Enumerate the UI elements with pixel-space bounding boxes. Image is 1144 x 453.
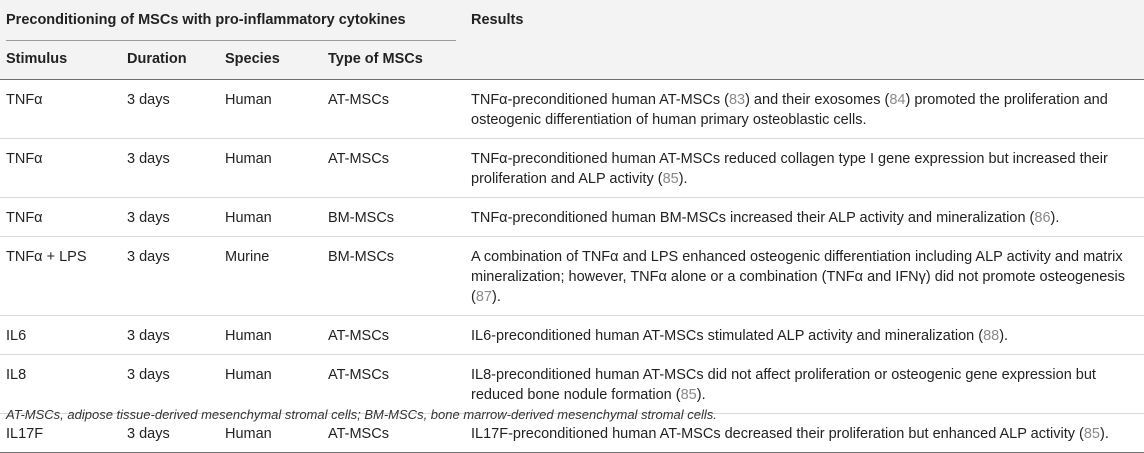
species-cell: Human (225, 315, 328, 355)
msc-type-cell: AT-MSCs (328, 354, 469, 414)
reference-link[interactable]: 88 (983, 327, 1000, 344)
table-row: TNFα 3 days Human AT-MSCs TNFα-preconditione… (0, 138, 1144, 198)
col-header-results-blank (469, 42, 1144, 79)
msc-type-cell: BM-MSCs (328, 236, 469, 316)
species-cell: Human (225, 138, 328, 198)
reference-link[interactable]: 85 (680, 386, 697, 403)
result-text: TNFα-preconditioned human AT-MSCs ( (471, 91, 729, 108)
results-header: Results (471, 12, 524, 28)
result-text: ). (999, 327, 1009, 344)
reference-link[interactable]: 85 (662, 170, 679, 187)
result-text: ) and their exosomes ( (745, 91, 890, 108)
duration-cell: 3 days (127, 138, 225, 198)
reference-link[interactable]: 83 (728, 91, 746, 108)
msc-type-cell: BM-MSCs (328, 197, 469, 237)
group-header-row: Preconditioning of MSCs with pro-inflamm… (0, 0, 1144, 42)
result-cell: TNFα-preconditioned human AT-MSCs reduce… (469, 138, 1144, 198)
result-text: IL8-preconditioned human AT-MSCs did not… (471, 366, 1096, 403)
stimulus-cell: TNFα (0, 197, 127, 237)
table-body: TNFα 3 days Human AT-MSCs TNFα-preconditione… (0, 79, 1144, 453)
table-row: IL8 3 days Human AT-MSCs IL8-preconditioned … (0, 354, 1144, 414)
result-text: TNFα-preconditioned human AT-MSCs reduce… (471, 150, 1108, 187)
duration-cell: 3 days (127, 197, 225, 237)
species-cell: Human (225, 354, 328, 414)
result-text: TNFα-preconditioned human BM-MSCs increa… (471, 209, 1035, 226)
table-row: TNFα + LPS 3 days Murine BM-MSCs A combinati… (0, 236, 1144, 316)
result-text: A combination of TNFα and LPS enhanced o… (471, 248, 1125, 305)
msc-type-cell: AT-MSCs (328, 315, 469, 355)
table-row: TNFα 3 days Human AT-MSCs TNFα-preconditione… (0, 79, 1144, 139)
duration-cell: 3 days (127, 79, 225, 139)
table-row: TNFα 3 days Human BM-MSCs TNFα-preconditione… (0, 197, 1144, 237)
table-row: IL6 3 days Human AT-MSCs IL6-preconditioned … (0, 315, 1144, 355)
duration-cell: 3 days (127, 354, 225, 414)
col-header-type: Type of MSCs (328, 51, 423, 67)
species-cell: Human (225, 79, 328, 139)
result-text: ). (678, 170, 688, 187)
duration-cell: 3 days (127, 315, 225, 355)
col-header-species: Species (225, 51, 280, 67)
result-text: ). (1050, 209, 1060, 226)
result-cell: TNFα-preconditioned human AT-MSCs (83) a… (469, 79, 1144, 139)
species-cell: Murine (225, 236, 328, 316)
stimulus-cell: TNFα (0, 79, 127, 139)
stimulus-cell: IL6 (0, 315, 127, 355)
species-cell: Human (225, 197, 328, 237)
result-cell: TNFα-preconditioned human BM-MSCs increa… (469, 197, 1144, 237)
col-header-stimulus: Stimulus (6, 51, 68, 67)
reference-link[interactable]: 87 (475, 288, 492, 305)
col-header-duration: Duration (127, 51, 187, 67)
stimulus-cell: IL8 (0, 354, 127, 414)
reference-link[interactable]: 86 (1034, 209, 1051, 226)
result-cell: IL8-preconditioned human AT-MSCs did not… (469, 354, 1144, 414)
duration-cell: 3 days (127, 236, 225, 316)
result-text: ) promoted the proliferation and osteoge… (471, 91, 1108, 128)
group-header: Preconditioning of MSCs with pro-inflamm… (0, 0, 469, 42)
stimulus-cell: TNFα (0, 138, 127, 198)
result-text: ). (696, 386, 706, 403)
msc-type-cell: AT-MSCs (328, 138, 469, 198)
msc-type-cell: AT-MSCs (328, 79, 469, 139)
result-cell: IL6-preconditioned human AT-MSCs stimula… (469, 315, 1144, 355)
result-cell: A combination of TNFα and LPS enhanced o… (469, 236, 1144, 316)
result-text: IL6-preconditioned human AT-MSCs stimula… (471, 327, 984, 344)
table-footnote: AT-MSCs, adipose tissue-derived mesenchy… (6, 407, 717, 422)
reference-link[interactable]: 84 (889, 91, 906, 108)
column-header-row: Stimulus Duration Species Type of MSCs (0, 42, 1144, 79)
result-text: ). (491, 288, 501, 305)
stimulus-cell: TNFα + LPS (0, 236, 127, 316)
